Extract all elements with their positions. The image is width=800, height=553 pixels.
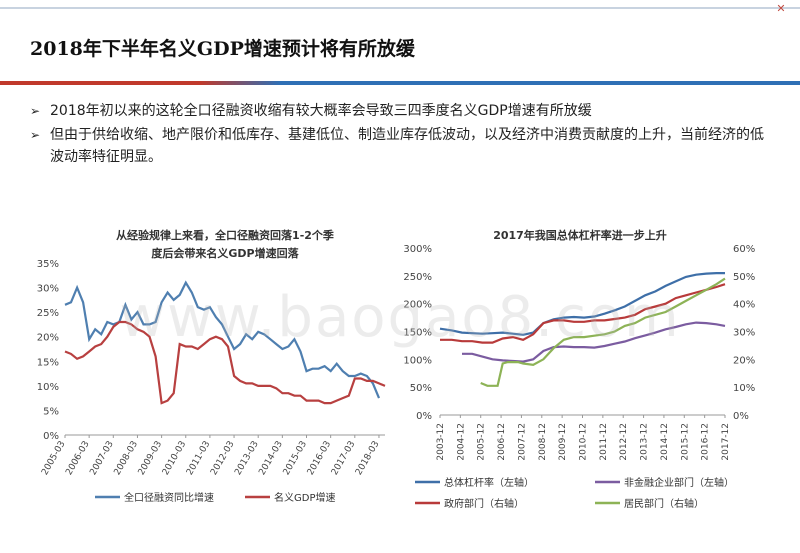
series-line (480, 277, 726, 387)
x-tick-label: 2009-03 (137, 440, 164, 478)
y-tick-label: 5% (43, 406, 59, 417)
x-tick-label: 2009-12 (558, 423, 568, 461)
x-tick-label: 2013-03 (233, 440, 260, 478)
y-tick-label: 0% (43, 431, 59, 442)
x-tick-label: 2005-03 (40, 440, 67, 478)
y-right-tick-label: 60% (733, 244, 755, 255)
x-tick-label: 2007-03 (88, 440, 115, 478)
bullet-item: ➢ 2018年初以来的这轮全口径融资收缩有较大概率会导致三四季度名义GDP增速有… (30, 100, 770, 122)
y-left-tick-label: 250% (403, 272, 432, 283)
y-tick-label: 20% (37, 333, 59, 344)
series-line (462, 321, 726, 363)
x-tick-label: 2008-03 (113, 440, 140, 478)
chart-title-line: 度后会带来名义GDP增速回落 (151, 246, 299, 260)
x-tick-label: 2015-12 (680, 423, 690, 461)
arrow-bullet-icon: ➢ (30, 104, 41, 118)
bullet-text: 但由于供给收缩、地产限价和低库存、基建低位、制造业库存低波动，以及经济中消费贡献… (50, 127, 764, 165)
x-tick-label: 2012-12 (619, 423, 629, 461)
y-tick-label: 10% (37, 382, 59, 393)
x-tick-label: 2013-12 (640, 423, 650, 461)
bullet-text: 2018年初以来的这轮全口径融资收缩有较大概率会导致三四季度名义GDP增速有所放… (50, 103, 592, 119)
right-chart-svg: 2017年我国总体杠杆率进一步上升 0% 50% 100% 150% 200% 250% 30… (403, 228, 755, 510)
x-tick-label: 2007-12 (517, 423, 527, 461)
series-line (440, 283, 726, 344)
legend-label: 非金融企业部门（左轴） (624, 476, 734, 489)
legend-label: 政府部门（右轴） (444, 497, 524, 510)
x-tick-label: 2003-12 (436, 423, 446, 461)
x-tick-label: 2016-12 (701, 423, 711, 461)
y-left-tick-label: 100% (403, 355, 432, 366)
arrow-bullet-icon: ➢ (30, 128, 41, 142)
y-right-tick-label: 40% (733, 300, 755, 311)
y-left-tick-label: 300% (403, 244, 432, 255)
y-tick-label: 25% (37, 308, 59, 319)
y-right-tick-label: 10% (733, 383, 755, 394)
chart-title-line: 从经验规律上来看，全口径融资回落1-2个季 (116, 228, 335, 242)
x-tick-label: 2012-03 (209, 440, 236, 478)
legend-label: 居民部门（右轴） (624, 497, 704, 510)
y-tick-label: 35% (37, 259, 59, 270)
x-tick-label: 2017-12 (721, 423, 731, 461)
y-left-tick-label: 150% (403, 328, 432, 339)
top-accent-bar (0, 0, 800, 9)
bullet-item: ➢ 但由于供给收缩、地产限价和低库存、基建低位、制造业库存低波动，以及经济中消费… (30, 124, 770, 168)
legend-label: 总体杠杆率（左轴） (444, 476, 534, 489)
x-tick-label: 2008-12 (538, 423, 548, 461)
x-tick-label: 2005-12 (477, 423, 487, 461)
legend-label: 全口径融资同比增速 (124, 491, 214, 504)
y-right-tick-label: 20% (733, 355, 755, 366)
y-left-tick-label: 0% (416, 411, 432, 422)
x-tick-label: 2006-03 (64, 440, 91, 478)
slide-title: 2018年下半年名义GDP增速预计将有所放缓 (30, 38, 415, 60)
y-left-tick-label: 200% (403, 300, 432, 311)
chart-title: 2017年我国总体杠杆率进一步上升 (493, 228, 667, 242)
x-tick-label: 2014-12 (660, 423, 670, 461)
y-right-tick-label: 30% (733, 328, 755, 339)
y-tick-label: 30% (37, 284, 59, 295)
y-right-tick-label: 0% (733, 411, 749, 422)
x-tick-label: 2016-03 (306, 440, 333, 478)
y-tick-label: 15% (37, 357, 59, 368)
x-tick-label: 2017-03 (330, 440, 357, 478)
x-tick-label: 2015-03 (282, 440, 309, 478)
x-tick-label: 2010-12 (579, 423, 589, 461)
title-divider (0, 72, 800, 85)
title-divider-graphic (0, 81, 800, 85)
close-icon[interactable]: ✕ (776, 2, 786, 15)
x-tick-label: 2014-03 (257, 440, 284, 478)
x-tick-label: 2004-12 (456, 423, 466, 461)
x-tick-label: 2011-12 (599, 423, 609, 461)
x-tick-label: 2011-03 (185, 440, 212, 478)
y-left-tick-label: 50% (410, 383, 432, 394)
bullet-list: ➢ 2018年初以来的这轮全口径融资收缩有较大概率会导致三四季度名义GDP增速有… (30, 100, 770, 170)
series-line (439, 272, 725, 336)
top-accent-graphic (0, 7, 800, 9)
x-tick-label: 2010-03 (161, 440, 188, 478)
legend-label: 名义GDP增速 (274, 491, 335, 504)
x-tick-label: 2018-03 (354, 440, 381, 478)
left-chart: 从经验规律上来看，全口径融资回落1-2个季 度后会带来名义GDP增速回落 0% 5% 1… (20, 215, 395, 519)
y-right-tick-label: 50% (733, 272, 755, 283)
x-tick-label: 2006-12 (497, 423, 507, 461)
series-line (64, 320, 386, 405)
right-chart: 2017年我国总体杠杆率进一步上升 0% 50% 100% 150% 200% 250% 30… (395, 215, 795, 519)
